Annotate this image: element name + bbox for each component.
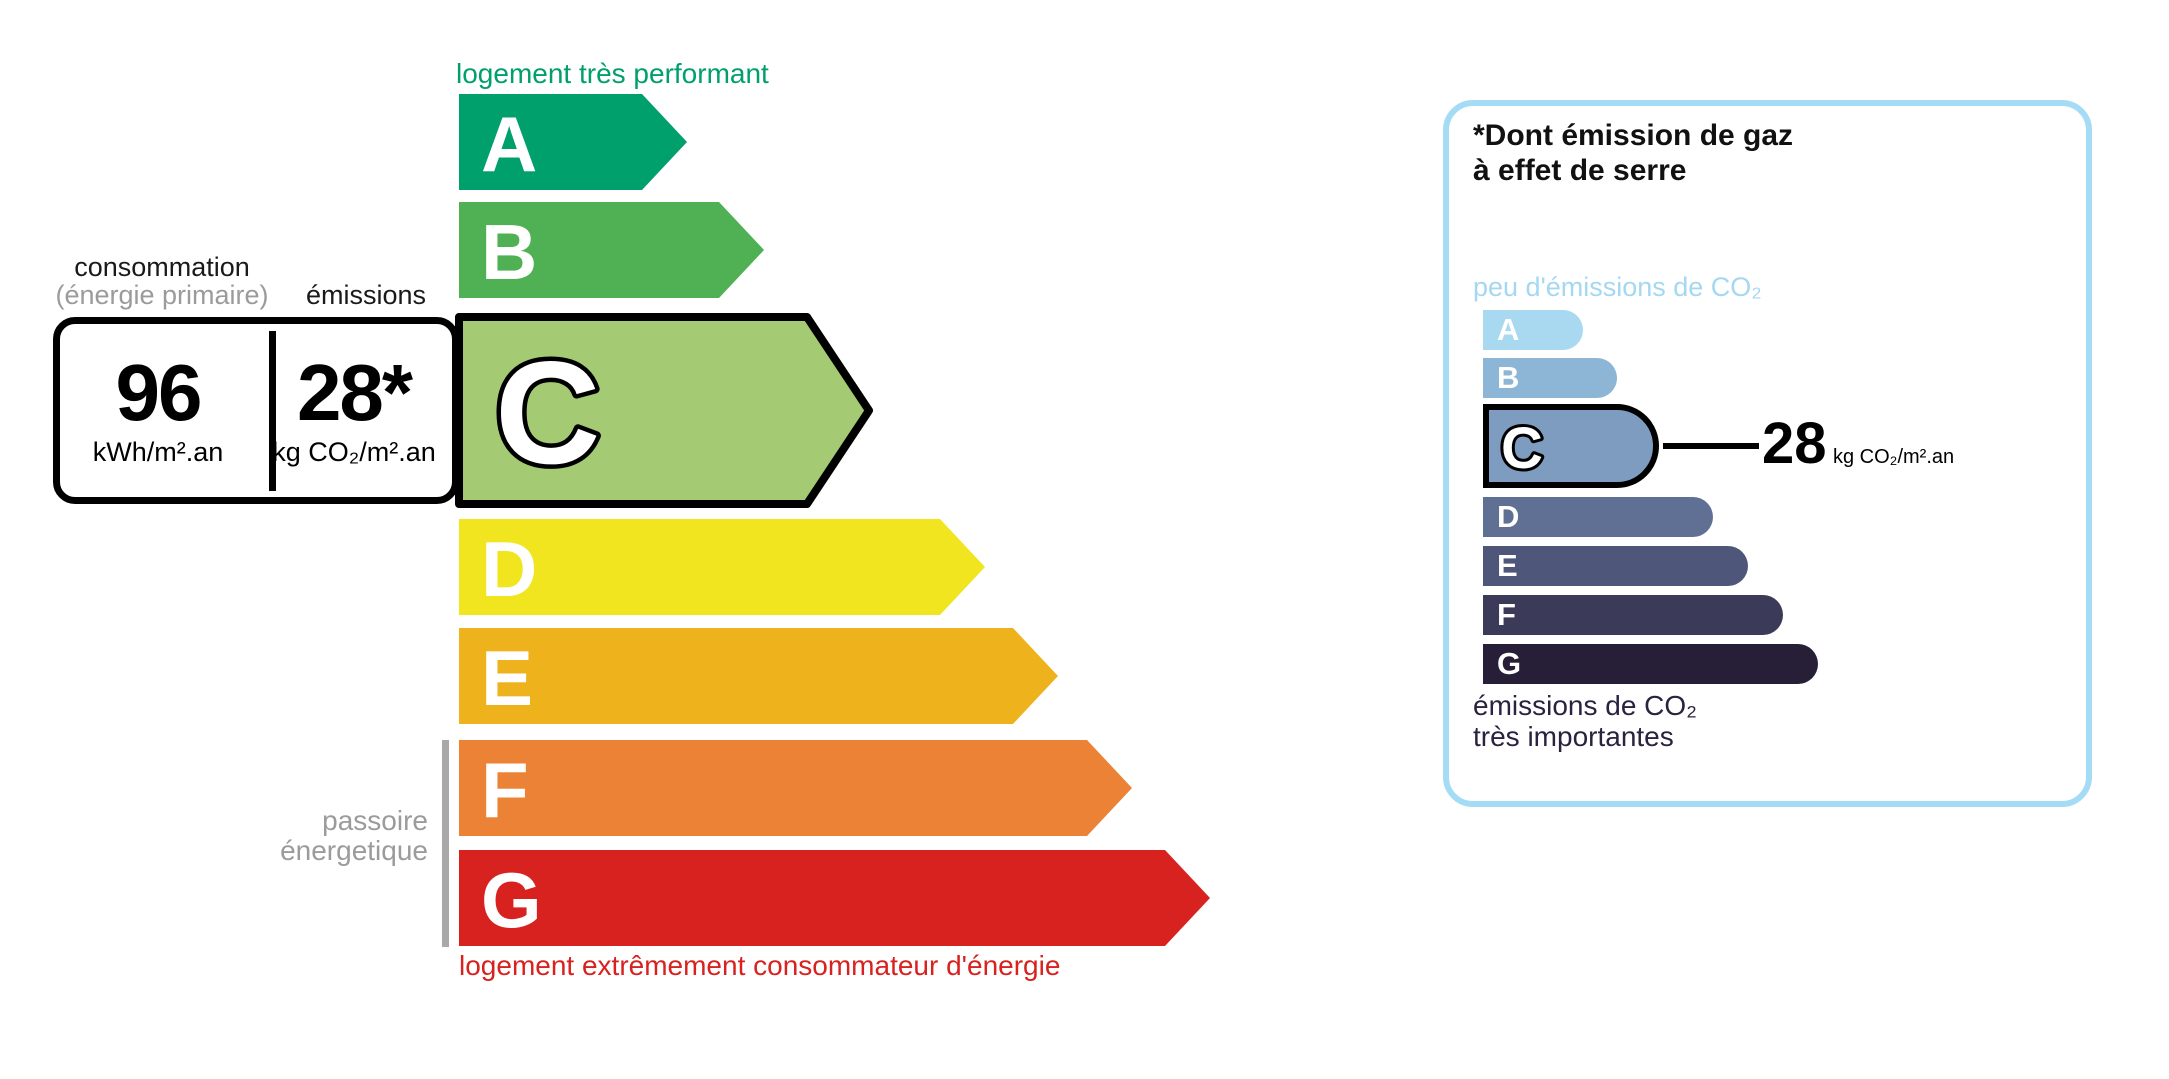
- energy-bottom-label: logement extrêmement consommateur d'éner…: [459, 950, 1061, 981]
- co2-bar-c-selected: C: [1483, 404, 1659, 488]
- energy-class-b-letter: B: [481, 208, 537, 296]
- co2-class-b-letter: B: [1497, 360, 1520, 395]
- consumption-subheader: (énergie primaire): [55, 280, 269, 310]
- co2-class-a-letter: A: [1497, 312, 1520, 347]
- passoire-marker-bar: [442, 740, 449, 947]
- energy-bar-e-shape: [459, 628, 1058, 724]
- co2-bar-e: E: [1483, 546, 1748, 586]
- energy-class-g-letter: G: [481, 856, 542, 944]
- energy-bar-e: E: [459, 628, 1058, 724]
- energy-class-c-letter: C: [495, 331, 600, 494]
- co2-bottom-label-line2: très importantes: [1473, 721, 1674, 752]
- energy-bar-d: D: [459, 519, 985, 615]
- co2-class-g-letter: G: [1497, 646, 1522, 681]
- consumption-header: consommation: [74, 252, 250, 282]
- energy-class-e-letter: E: [481, 634, 533, 722]
- emissions-value-group: 28* kg CO₂/m².an: [256, 324, 452, 497]
- co2-bottom-label: émissions de CO₂ très importantes: [1473, 690, 1697, 752]
- energy-class-a-letter: A: [481, 100, 537, 188]
- passoire-label: passoire énergetique: [208, 806, 428, 866]
- energy-bar-b: B: [459, 202, 764, 298]
- co2-panel-title-line1: *Dont émission de gaz: [1473, 119, 1794, 152]
- co2-bar-a: A: [1483, 310, 1583, 350]
- energy-bar-c-selected: C: [455, 313, 873, 508]
- rating-value-box: 96 kWh/m².an 28* kg CO₂/m².an: [53, 317, 459, 504]
- value-box-divider: [269, 331, 276, 491]
- emissions-value: 28*: [296, 348, 413, 437]
- co2-class-c-letter: C: [1501, 416, 1543, 481]
- co2-class-d-letter: D: [1497, 499, 1520, 534]
- consumption-value: 96: [115, 348, 203, 437]
- energy-top-label: logement très performant: [456, 58, 769, 89]
- passoire-label-line1: passoire: [322, 805, 428, 836]
- consumption-unit: kWh/m².an: [92, 437, 224, 467]
- co2-panel-title-line2: à effet de serre: [1473, 154, 1687, 187]
- energy-class-d-letter: D: [481, 525, 537, 613]
- co2-value: 28: [1762, 411, 1827, 476]
- co2-bar-g: G: [1483, 644, 1818, 684]
- emissions-header: émissions: [305, 280, 427, 310]
- co2-top-label: peu d'émissions de CO₂: [1473, 272, 1762, 302]
- co2-bar-f: F: [1483, 595, 1783, 635]
- energy-bar-f-shape: [459, 740, 1132, 836]
- energy-bar-c-shape: [455, 313, 873, 508]
- co2-bottom-label-line1: émissions de CO₂: [1473, 690, 1698, 721]
- energy-bar-g: G: [459, 850, 1210, 946]
- co2-value-connector-line: [1663, 443, 1759, 449]
- passoire-label-line2: énergetique: [280, 835, 428, 866]
- energy-bar-a-shape: [459, 94, 687, 190]
- emissions-unit: kg CO₂/m².an: [272, 437, 436, 467]
- energy-bar-d-shape: [459, 519, 985, 615]
- consumption-value-group: 96 kWh/m².an: [60, 324, 256, 497]
- energy-bar-a: A: [459, 94, 687, 190]
- co2-panel-title: *Dont émission de gaz à effet de serre: [1473, 118, 1793, 188]
- co2-class-c-letter-svg: C: [1498, 413, 1546, 484]
- co2-value-unit: kg CO₂/m².an: [1833, 446, 1955, 468]
- co2-class-f-letter: F: [1497, 597, 1516, 632]
- co2-bar-b: B: [1483, 358, 1617, 398]
- energy-bar-f: F: [459, 740, 1132, 836]
- energy-class-f-letter: F: [481, 746, 529, 834]
- energy-bar-b-shape: [459, 202, 764, 298]
- co2-class-e-letter: E: [1497, 548, 1518, 583]
- co2-bar-d: D: [1483, 497, 1713, 537]
- energy-bar-g-shape: [459, 850, 1210, 946]
